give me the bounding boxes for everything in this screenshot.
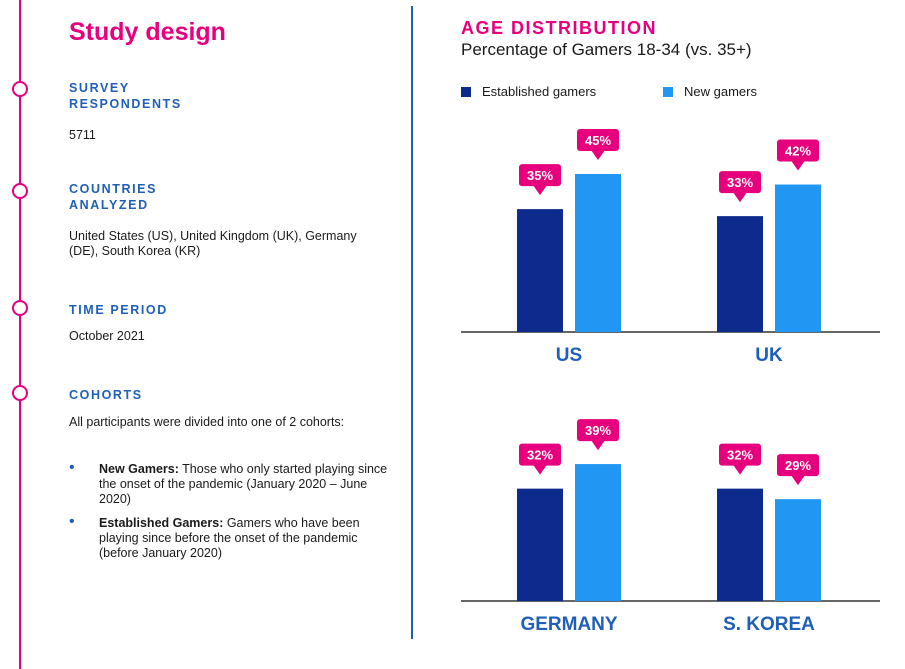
value-badge bbox=[577, 419, 619, 442]
legend-swatch-new bbox=[663, 87, 673, 97]
bar-established bbox=[517, 209, 563, 332]
cohorts-heading: COHORTS bbox=[69, 388, 143, 402]
value-badge-pointer bbox=[533, 185, 547, 196]
chart-subtitle: Percentage of Gamers 18-34 (vs. 35+) bbox=[461, 40, 752, 59]
legend-label-new: New gamers bbox=[684, 84, 757, 99]
legend-new: New gamers bbox=[663, 84, 757, 99]
data-label: 45% bbox=[585, 133, 611, 148]
timeline-node bbox=[12, 385, 28, 401]
data-label: 29% bbox=[785, 458, 811, 473]
legend-swatch-established bbox=[461, 87, 471, 97]
survey-respondents-value: 5711 bbox=[69, 128, 96, 142]
bar-established bbox=[717, 216, 763, 332]
bar-established bbox=[717, 488, 763, 601]
value-badge bbox=[577, 129, 619, 151]
value-badge-pointer bbox=[591, 150, 605, 160]
data-label: 33% bbox=[727, 175, 753, 190]
bar-new bbox=[775, 499, 821, 601]
data-label: 39% bbox=[585, 423, 611, 438]
value-badge bbox=[777, 139, 819, 162]
bar-established bbox=[517, 488, 563, 601]
data-label: 42% bbox=[785, 144, 811, 159]
data-label: 35% bbox=[527, 168, 553, 183]
bar-new bbox=[575, 174, 621, 332]
list-item: • Established Gamers: Gamers who have bee… bbox=[69, 513, 389, 561]
value-badge bbox=[719, 443, 761, 466]
timeline-line bbox=[19, 0, 21, 669]
timeline-node bbox=[12, 300, 28, 316]
chart-title: AGE DISTRIBUTION bbox=[461, 18, 658, 38]
bar-new bbox=[575, 464, 621, 601]
column-divider bbox=[411, 6, 413, 639]
legend-established: Established gamers bbox=[461, 84, 596, 99]
value-badge bbox=[777, 454, 819, 477]
list-item: • New Gamers: Those who only started play… bbox=[69, 459, 389, 507]
value-badge-pointer bbox=[733, 464, 747, 475]
value-badge-pointer bbox=[791, 475, 805, 486]
data-label: 32% bbox=[527, 448, 553, 463]
value-badge bbox=[519, 443, 561, 466]
cohort-list: • New Gamers: Those who only started play… bbox=[69, 459, 389, 570]
time-period-value: October 2021 bbox=[69, 329, 145, 343]
value-badge bbox=[519, 164, 561, 187]
cohort-label: Established Gamers: bbox=[99, 516, 224, 530]
bullet-icon: • bbox=[69, 459, 75, 476]
value-badge-pointer bbox=[533, 464, 547, 475]
bar-new bbox=[775, 184, 821, 332]
timeline-node bbox=[12, 183, 28, 199]
category-label: UK bbox=[755, 345, 783, 366]
survey-respondents-heading: SURVEY RESPONDENTS bbox=[69, 81, 182, 111]
data-label: 32% bbox=[727, 448, 753, 463]
countries-analyzed-value: United States (US), United Kingdom (UK),… bbox=[69, 229, 357, 258]
cohort-label: New Gamers: bbox=[99, 462, 179, 476]
bullet-icon: • bbox=[69, 513, 75, 530]
cohorts-intro: All participants were divided into one o… bbox=[69, 415, 345, 429]
category-label: S. KOREA bbox=[723, 614, 815, 635]
value-badge bbox=[719, 171, 761, 194]
category-label: US bbox=[556, 345, 582, 366]
cohort-description: Those who only started playing since the… bbox=[99, 462, 388, 506]
legend-label-established: Established gamers bbox=[482, 84, 597, 99]
study-design-title: Study design bbox=[69, 18, 226, 46]
value-badge-pointer bbox=[733, 192, 747, 203]
countries-analyzed-heading: COUNTRIES ANALYZED bbox=[69, 182, 158, 212]
category-label: GERMANY bbox=[520, 614, 617, 635]
cohort-description: Gamers who have been playing since befor… bbox=[99, 516, 360, 560]
value-badge-pointer bbox=[591, 440, 605, 451]
timeline-node bbox=[12, 81, 28, 97]
value-badge-pointer bbox=[791, 160, 805, 171]
time-period-heading: TIME PERIOD bbox=[69, 303, 168, 317]
